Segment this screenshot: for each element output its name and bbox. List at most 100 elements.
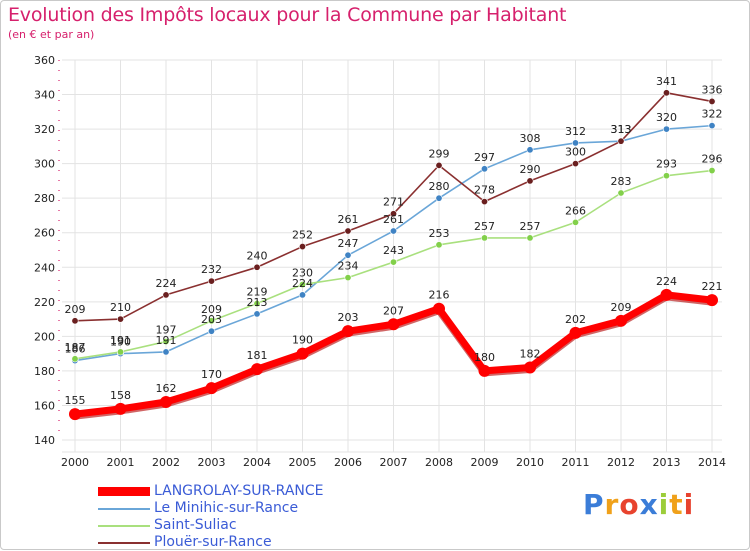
data-point[interactable] <box>342 325 354 338</box>
data-point[interactable] <box>208 277 216 285</box>
data-point[interactable] <box>117 348 125 356</box>
data-point[interactable] <box>205 382 218 395</box>
y-tick-label: 340 <box>34 89 55 102</box>
y-tick-label: 180 <box>34 365 55 378</box>
data-label: 341 <box>656 75 677 88</box>
legend-swatch <box>98 487 150 496</box>
data-point[interactable] <box>662 89 670 97</box>
data-label: 224 <box>156 277 177 290</box>
data-label: 203 <box>201 313 222 326</box>
y-tick-label: 220 <box>34 296 55 309</box>
data-point[interactable] <box>344 227 352 235</box>
x-tick-label: 2011 <box>562 456 590 469</box>
data-point[interactable] <box>253 263 261 271</box>
legend-label: Plouër-sur-Rance <box>154 534 272 550</box>
data-point[interactable] <box>298 243 306 251</box>
data-point[interactable] <box>706 294 718 307</box>
data-label: 162 <box>156 382 177 395</box>
data-label: 232 <box>201 263 222 276</box>
data-label: 191 <box>156 334 177 347</box>
data-point[interactable] <box>571 218 579 226</box>
data-point[interactable] <box>253 310 261 318</box>
x-tick-label: 2002 <box>152 456 180 469</box>
data-label: 190 <box>292 334 313 347</box>
data-point[interactable] <box>344 274 352 282</box>
data-point[interactable] <box>344 251 352 259</box>
data-point[interactable] <box>71 317 79 325</box>
legend-swatch <box>98 508 150 510</box>
data-point[interactable] <box>253 300 261 308</box>
data-point[interactable] <box>435 161 443 169</box>
data-label: 252 <box>292 229 313 242</box>
data-point[interactable] <box>478 364 491 377</box>
data-label: 293 <box>656 158 677 171</box>
data-label: 191 <box>110 334 131 347</box>
data-label: 257 <box>520 220 541 233</box>
data-label: 202 <box>565 313 586 326</box>
logo-letter: i <box>683 488 695 521</box>
data-point[interactable] <box>435 194 443 202</box>
data-point[interactable] <box>480 198 488 206</box>
data-point[interactable] <box>296 347 309 360</box>
data-point[interactable] <box>524 361 536 374</box>
data-point[interactable] <box>69 408 81 421</box>
data-point[interactable] <box>387 318 400 331</box>
data-label: 234 <box>338 260 359 273</box>
data-label: 182 <box>520 347 541 360</box>
data-point[interactable] <box>662 172 670 180</box>
data-point[interactable] <box>662 125 670 133</box>
data-label: 224 <box>656 275 677 288</box>
data-point[interactable] <box>251 363 263 376</box>
y-tick-label: 240 <box>34 261 55 274</box>
data-point[interactable] <box>615 314 627 327</box>
data-point[interactable] <box>389 227 397 235</box>
data-label: 261 <box>383 213 404 226</box>
x-tick-label: 2013 <box>653 456 681 469</box>
data-point[interactable] <box>433 302 445 315</box>
logo-letter: r <box>604 488 620 521</box>
data-point[interactable] <box>660 288 673 301</box>
x-tick-label: 2005 <box>289 456 317 469</box>
data-point[interactable] <box>162 338 170 346</box>
data-label: 224 <box>292 277 313 290</box>
data-point[interactable] <box>617 137 625 145</box>
data-label: 209 <box>65 303 86 316</box>
data-point[interactable] <box>526 177 534 185</box>
data-point[interactable] <box>114 402 127 415</box>
data-point[interactable] <box>435 241 443 249</box>
data-point[interactable] <box>708 122 716 130</box>
data-point[interactable] <box>571 139 579 147</box>
data-point[interactable] <box>298 291 306 299</box>
data-point[interactable] <box>480 165 488 173</box>
y-tick-label: 140 <box>34 434 55 447</box>
data-label: 247 <box>338 237 359 250</box>
data-point[interactable] <box>162 348 170 356</box>
data-label: 187 <box>65 341 86 354</box>
data-label: 336 <box>702 83 723 96</box>
y-tick-label: 300 <box>34 158 55 171</box>
data-label: 243 <box>383 244 404 257</box>
data-point[interactable] <box>117 315 125 323</box>
data-label: 197 <box>156 324 177 337</box>
data-point[interactable] <box>617 189 625 197</box>
data-point[interactable] <box>708 97 716 105</box>
data-point[interactable] <box>526 234 534 242</box>
data-point[interactable] <box>298 281 306 289</box>
data-label: 299 <box>429 147 450 160</box>
data-point[interactable] <box>389 258 397 266</box>
data-point[interactable] <box>526 146 534 154</box>
data-point[interactable] <box>389 210 397 218</box>
data-point[interactable] <box>569 326 582 339</box>
data-point[interactable] <box>71 355 79 363</box>
data-point[interactable] <box>708 167 716 175</box>
data-point[interactable] <box>162 291 170 299</box>
data-point[interactable] <box>160 396 172 408</box>
data-label: 209 <box>611 301 632 314</box>
data-point[interactable] <box>208 327 216 335</box>
data-point[interactable] <box>480 234 488 242</box>
data-point[interactable] <box>571 160 579 168</box>
data-label: 313 <box>611 123 632 136</box>
data-point[interactable] <box>208 317 216 325</box>
